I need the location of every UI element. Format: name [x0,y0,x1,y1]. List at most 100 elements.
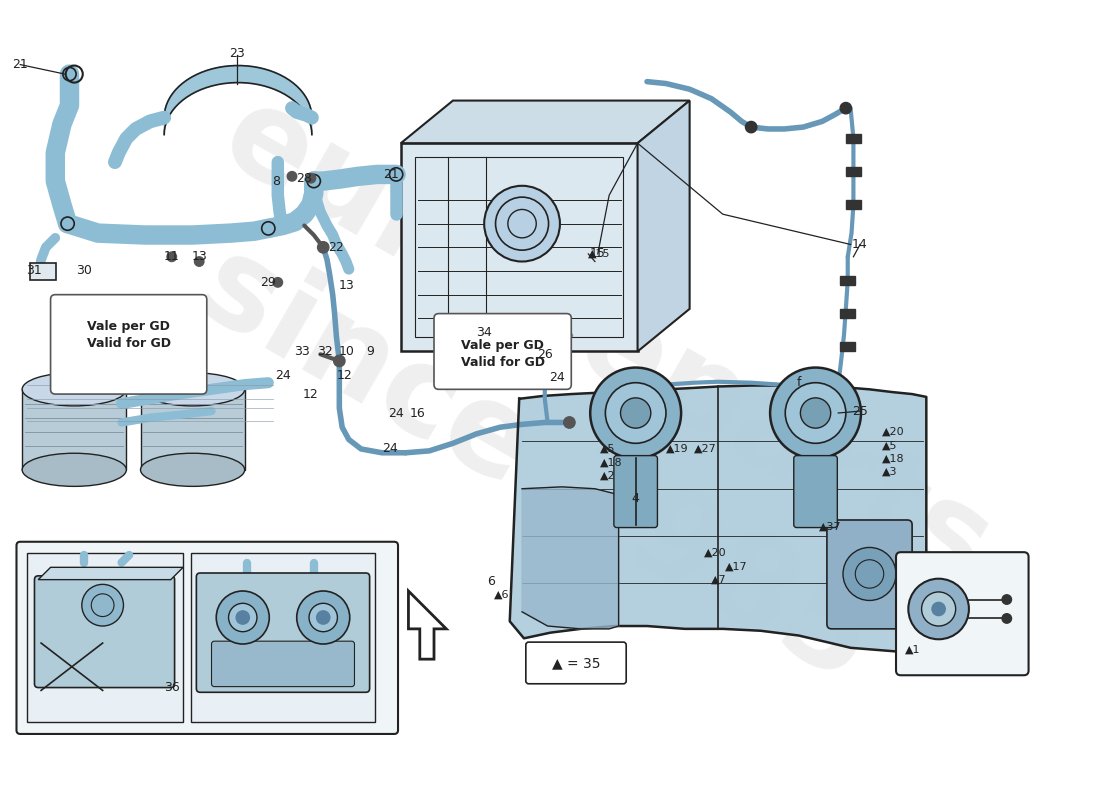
Text: 24: 24 [388,406,404,419]
Text: 11: 11 [164,250,179,263]
FancyBboxPatch shape [211,641,354,686]
Text: 6: 6 [487,575,495,588]
FancyBboxPatch shape [896,552,1028,675]
Text: ▲37: ▲37 [820,522,842,532]
FancyBboxPatch shape [34,576,175,687]
Text: 24: 24 [382,442,397,455]
Circle shape [840,102,851,114]
Text: ▲7: ▲7 [712,574,727,585]
Text: 9: 9 [366,345,374,358]
Text: 29: 29 [261,276,276,289]
Ellipse shape [141,373,244,406]
Text: ▲ = 35: ▲ = 35 [552,656,601,670]
Circle shape [306,174,316,183]
Text: 26: 26 [537,348,552,361]
Circle shape [389,168,403,181]
Circle shape [801,398,830,428]
FancyBboxPatch shape [400,143,638,351]
Polygon shape [522,487,618,629]
Bar [846,134,861,143]
Text: 21: 21 [384,168,399,181]
Text: 16: 16 [410,406,426,419]
Text: ▲20: ▲20 [704,548,726,558]
FancyBboxPatch shape [190,553,375,722]
Circle shape [273,278,283,287]
Circle shape [236,611,250,624]
Text: ▲5: ▲5 [600,444,615,454]
Text: ▲17: ▲17 [725,562,747,571]
Circle shape [785,382,846,443]
Circle shape [605,382,665,443]
Text: ▲27: ▲27 [694,444,717,454]
Circle shape [932,602,945,616]
Text: 32: 32 [317,345,333,358]
FancyBboxPatch shape [51,294,207,394]
Circle shape [909,578,969,639]
Circle shape [60,217,74,230]
Text: 36: 36 [164,681,179,694]
Circle shape [167,252,176,262]
Bar [30,263,56,281]
FancyBboxPatch shape [827,520,912,629]
Polygon shape [509,386,926,651]
Polygon shape [638,101,690,351]
Text: 30: 30 [76,265,91,278]
Text: ▲19: ▲19 [666,444,689,454]
Text: 13: 13 [191,250,207,263]
Circle shape [1002,594,1012,604]
FancyBboxPatch shape [526,642,626,684]
Text: Vale per GD: Vale per GD [87,320,170,334]
Text: 12: 12 [337,369,352,382]
Circle shape [307,174,320,188]
Text: 14: 14 [852,238,868,251]
Text: 4: 4 [631,492,639,505]
Text: ▲1: ▲1 [904,645,920,654]
Bar [840,342,856,351]
Text: 28: 28 [296,172,312,185]
FancyBboxPatch shape [16,542,398,734]
Bar [141,390,244,470]
Circle shape [1002,614,1012,623]
Text: ▲18: ▲18 [882,454,904,463]
Text: Vale per GD: Vale per GD [461,339,544,352]
Circle shape [591,367,681,458]
Circle shape [828,402,840,414]
Circle shape [81,584,123,626]
Ellipse shape [22,373,126,406]
Text: 34: 34 [476,326,492,339]
Circle shape [922,592,956,626]
Text: f: f [796,376,801,390]
Text: 25: 25 [852,405,868,418]
Circle shape [333,355,345,366]
Bar [846,200,861,210]
Text: ▲18: ▲18 [600,458,623,467]
Text: ▲2: ▲2 [600,470,615,481]
Text: 33: 33 [295,345,310,358]
Text: 31: 31 [25,265,42,278]
Text: Valid for GD: Valid for GD [87,338,170,350]
Bar [840,309,856,318]
Text: europeparts
since 1985: europeparts since 1985 [131,74,1011,733]
FancyBboxPatch shape [26,553,183,722]
Circle shape [484,186,560,262]
Circle shape [620,398,651,428]
Ellipse shape [141,454,244,486]
Circle shape [318,242,329,253]
FancyBboxPatch shape [794,456,837,527]
Text: 13: 13 [339,278,355,292]
Text: ▲5: ▲5 [882,440,898,450]
Bar [840,276,856,285]
FancyBboxPatch shape [197,573,370,692]
Text: ▲15: ▲15 [588,249,610,259]
Circle shape [195,257,204,266]
Circle shape [317,611,330,624]
Bar [22,390,126,470]
Text: ▲20: ▲20 [882,427,904,437]
Text: 24: 24 [275,369,290,382]
FancyBboxPatch shape [614,456,658,527]
Text: ▲3: ▲3 [882,466,898,477]
Text: ▲6: ▲6 [494,590,509,600]
Text: 21: 21 [12,58,29,71]
Text: 12: 12 [302,387,319,401]
Text: 8: 8 [272,174,279,187]
